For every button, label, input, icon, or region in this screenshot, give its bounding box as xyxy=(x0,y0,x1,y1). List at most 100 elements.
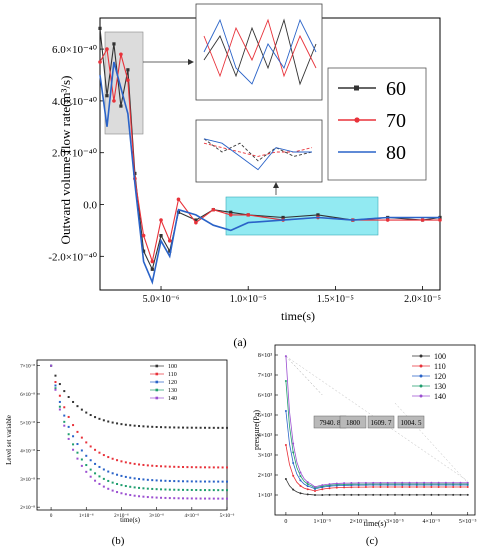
b-point-100-22 xyxy=(146,425,149,428)
caption-b: (b) xyxy=(112,535,125,547)
inset-1-series xyxy=(203,18,317,86)
b-point-140-7 xyxy=(80,464,83,467)
b-point-110-39 xyxy=(221,466,224,469)
c-point-110-34 xyxy=(408,486,411,489)
b-point-100-25 xyxy=(160,426,163,429)
b-point-110-17 xyxy=(124,461,127,464)
c-point-140-0 xyxy=(284,355,287,358)
b-point-130-21 xyxy=(142,487,145,490)
b-ytick-label-1: 3×10⁻⁸ xyxy=(20,477,35,483)
b-point-100-35 xyxy=(204,426,207,429)
b-point-140-40 xyxy=(226,497,228,500)
a-xtick-label-0: 5.0×10⁻⁶ xyxy=(143,294,180,305)
c-point-130-4 xyxy=(299,475,302,478)
b-xtick-label-2: 2×10⁻⁶ xyxy=(114,513,129,519)
b-point-140-38 xyxy=(217,497,220,500)
b-ytick-label-0: 2×10⁻⁸ xyxy=(20,505,35,511)
b-point-100-2 xyxy=(58,383,61,386)
c-annotation-label-3: 1004. 5 xyxy=(401,419,423,427)
b-point-120-14 xyxy=(111,472,114,475)
b-point-100-34 xyxy=(199,426,202,429)
b-point-130-9 xyxy=(89,468,92,471)
b-point-110-9 xyxy=(89,445,92,448)
b-point-100-19 xyxy=(133,424,136,427)
c-point-100-48 xyxy=(459,493,462,496)
c-guide-1 xyxy=(285,356,323,396)
c-point-140-24 xyxy=(372,481,375,484)
b-point-120-21 xyxy=(142,478,145,481)
panel-c-xlabel: time(s) xyxy=(364,519,387,528)
b-point-100-5 xyxy=(72,400,75,403)
b-point-100-37 xyxy=(212,426,215,429)
b-point-130-13 xyxy=(107,479,110,482)
b-point-110-18 xyxy=(129,462,132,465)
b-point-130-18 xyxy=(129,485,132,488)
c-xtick-label-1: 1×10⁻⁵ xyxy=(313,519,331,525)
b-point-100-7 xyxy=(80,408,83,411)
b-point-110-33 xyxy=(195,466,198,469)
b-point-100-4 xyxy=(67,396,70,399)
a-point-60-3 xyxy=(119,104,123,108)
b-point-140-26 xyxy=(164,496,167,499)
b-point-120-3 xyxy=(63,414,66,417)
inset1-line-0 xyxy=(203,18,317,86)
b-point-130-12 xyxy=(102,477,105,480)
c-ytick-label-3: 4×10³ xyxy=(258,433,272,439)
c-point-130-2 xyxy=(292,451,295,454)
c-point-120-4 xyxy=(299,479,302,482)
a-ytick-label-3: 4.0×10⁻⁴⁰ xyxy=(52,96,98,108)
c-point-140-20 xyxy=(357,481,360,484)
zoom-region-1 xyxy=(104,31,144,135)
c-point-110-48 xyxy=(459,486,462,489)
b-point-140-36 xyxy=(208,497,211,500)
b-legend-label-130: 130 xyxy=(168,388,177,394)
b-point-100-13 xyxy=(107,420,110,423)
c-point-110-32 xyxy=(401,486,404,489)
c-annotation-label-2: 1609. 7 xyxy=(371,419,393,427)
b-point-130-34 xyxy=(199,489,202,492)
a-ytick-label-4: 6.0×10⁻⁴⁰ xyxy=(52,44,98,56)
a-point-70-20 xyxy=(438,218,442,222)
b-point-110-40 xyxy=(226,466,228,469)
b-point-110-14 xyxy=(111,457,114,460)
panel-a-xlabel: time(s) xyxy=(281,309,315,323)
b-xtick-label-4: 4×10⁻⁶ xyxy=(184,513,199,519)
b-point-110-6 xyxy=(76,430,79,433)
b-point-140-5 xyxy=(72,448,75,451)
b-point-140-1 xyxy=(54,388,57,391)
c-series-line-130 xyxy=(285,380,468,489)
c-xtick-label-2: 2×10⁻⁵ xyxy=(350,519,368,525)
c-point-100-12 xyxy=(328,493,331,496)
b-point-130-26 xyxy=(164,488,167,491)
b-point-100-30 xyxy=(182,426,185,429)
c-point-100-0 xyxy=(284,478,287,480)
a-point-70-14 xyxy=(246,213,251,217)
a-point-60-9 xyxy=(168,249,172,253)
a-point-70-4 xyxy=(126,78,130,82)
b-point-120-35 xyxy=(204,480,207,483)
c-point-130-6 xyxy=(306,483,309,486)
b-point-110-10 xyxy=(94,448,97,451)
c-ytick-label-7: 8×10³ xyxy=(258,353,272,359)
c-xtick-label-4: 4×10⁻⁵ xyxy=(423,519,441,525)
b-legend-label-100: 100 xyxy=(168,364,177,370)
c-xtick-label-3: 3×10⁻⁵ xyxy=(386,519,404,525)
b-point-110-35 xyxy=(204,466,207,469)
b-point-120-31 xyxy=(186,480,189,483)
c-point-100-40 xyxy=(430,493,433,496)
b-point-110-31 xyxy=(186,466,189,469)
b-point-130-33 xyxy=(195,489,198,492)
a-point-60-16 xyxy=(316,213,320,217)
c-point-100-14 xyxy=(335,493,338,496)
b-point-110-28 xyxy=(173,465,176,468)
b-point-140-33 xyxy=(195,497,198,500)
c-point-140-8 xyxy=(314,486,316,488)
b-point-100-1 xyxy=(54,374,57,377)
inset-2-series xyxy=(203,138,313,171)
b-point-100-12 xyxy=(102,419,105,422)
a-point-70-3 xyxy=(119,52,123,57)
a-xtick-label-2: 1.5×10⁻⁵ xyxy=(317,294,354,305)
b-point-130-31 xyxy=(186,488,189,491)
c-point-140-4 xyxy=(299,471,302,474)
inset2-line-0 xyxy=(203,138,313,162)
